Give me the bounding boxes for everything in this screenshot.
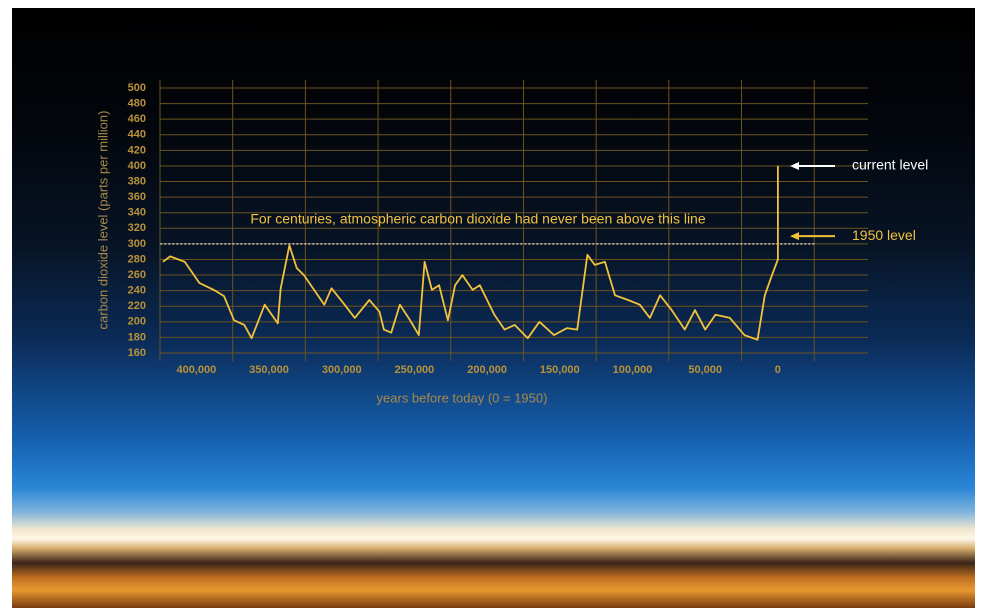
y-tick-label: 460	[128, 113, 146, 125]
y-tick-label: 160	[128, 347, 146, 359]
y-tick-label: 320	[128, 222, 146, 234]
y-tick-label: 260	[128, 269, 146, 281]
annotation-arrowhead	[790, 161, 799, 170]
x-tick-label: 300,000	[322, 364, 362, 376]
annotation-label: current level	[852, 157, 928, 173]
y-tick-label: 200	[128, 316, 146, 328]
y-tick-label: 440	[128, 129, 146, 141]
x-tick-label: 350,000	[249, 364, 289, 376]
x-tick-label: 50,000	[688, 364, 722, 376]
y-tick-label: 280	[128, 253, 146, 265]
y-tick-label: 220	[128, 300, 146, 312]
y-tick-label: 360	[128, 191, 146, 203]
y-axis-label: carbon dioxide level (parts per million)	[95, 111, 110, 330]
y-tick-label: 380	[128, 175, 146, 187]
y-tick-label: 400	[128, 160, 146, 172]
y-tick-label: 340	[128, 207, 146, 219]
y-tick-label: 300	[128, 238, 146, 250]
x-tick-label: 400,000	[176, 364, 216, 376]
x-tick-label: 250,000	[395, 364, 435, 376]
x-tick-label: 0	[775, 364, 781, 376]
reference-label: For centuries, atmospheric carbon dioxid…	[250, 211, 705, 227]
x-tick-label: 100,000	[613, 364, 653, 376]
x-axis-label: years before today (0 = 1950)	[377, 390, 548, 405]
x-tick-label: 200,000	[467, 364, 507, 376]
annotation-arrowhead	[790, 232, 799, 241]
y-tick-label: 180	[128, 331, 146, 343]
y-tick-label: 480	[128, 97, 146, 109]
data-line	[162, 165, 779, 341]
y-tick-label: 240	[128, 285, 146, 297]
annotation-label: 1950 level	[852, 227, 916, 243]
x-tick-label: 150,000	[540, 364, 580, 376]
y-tick-label: 500	[128, 82, 146, 94]
y-tick-label: 420	[128, 144, 146, 156]
